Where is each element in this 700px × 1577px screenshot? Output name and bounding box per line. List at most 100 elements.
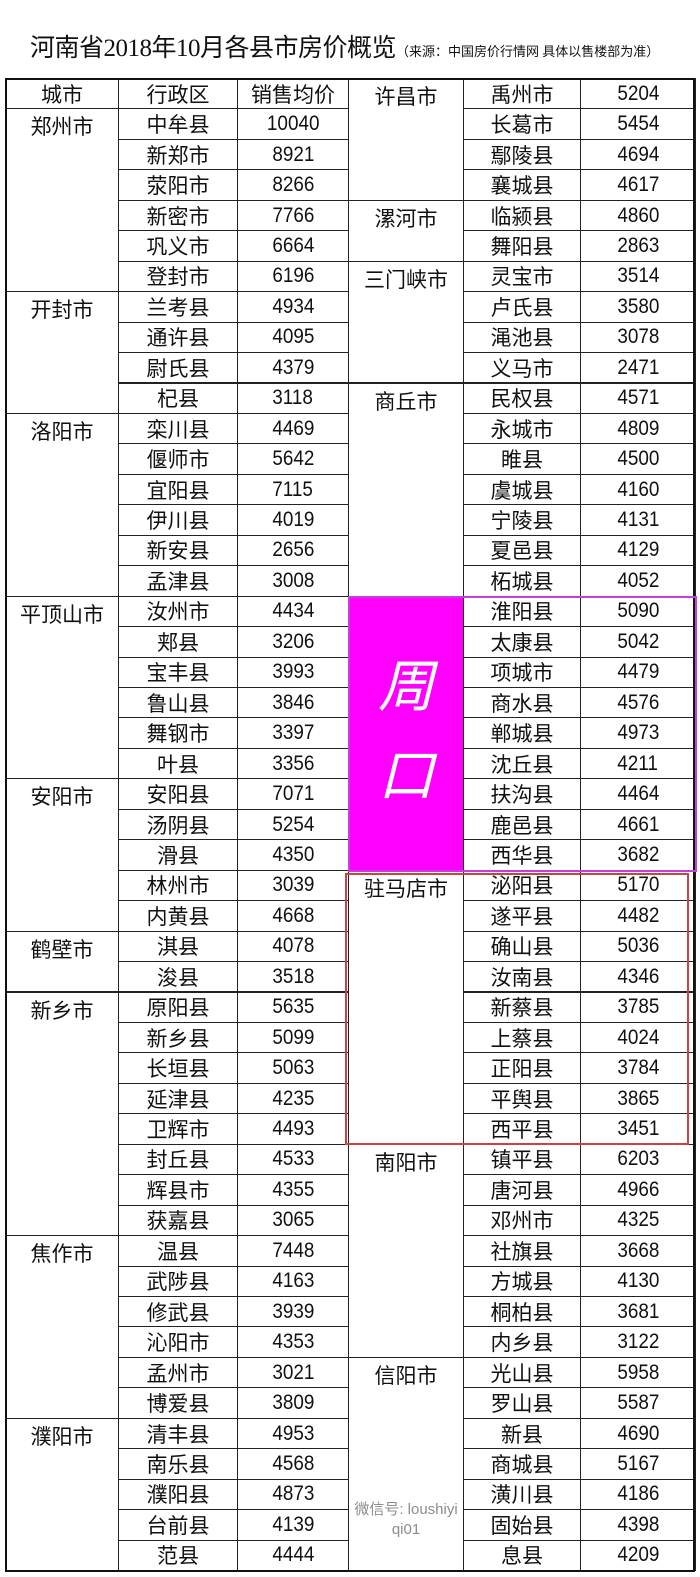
price-cell: 4325 <box>580 1204 696 1237</box>
price-cell: 4966 <box>580 1174 696 1206</box>
price-value: 4024 <box>616 1025 660 1049</box>
city-cell: 开封市 <box>5 291 119 414</box>
price-cell: 4617 <box>580 169 696 201</box>
district-cell: 博爱县 <box>118 1387 238 1419</box>
price-value: 4576 <box>616 690 660 714</box>
price-value: 3122 <box>616 1330 660 1354</box>
district-cell: 尉氏县 <box>118 352 238 384</box>
price-cell: 3846 <box>237 687 349 719</box>
district-cell: 新蔡县 <box>463 991 581 1023</box>
price-value: 3008 <box>271 568 315 592</box>
district-cell: 新郑市 <box>118 138 238 171</box>
district-cell: 获嘉县 <box>118 1204 238 1237</box>
price-value: 2471 <box>616 355 660 379</box>
price-cell: 3580 <box>580 291 696 323</box>
price-cell: 4479 <box>580 656 696 688</box>
price-cell: 4934 <box>237 291 349 323</box>
watermark: 微信号: loushiyiqi01 <box>354 1501 458 1538</box>
price-value: 4350 <box>271 842 315 866</box>
price-value: 4479 <box>616 660 660 684</box>
price-value: 5063 <box>271 1056 315 1080</box>
district-cell: 鹿邑县 <box>463 808 581 841</box>
district-cell: 武陟县 <box>118 1265 238 1297</box>
price-value: 5170 <box>616 873 660 897</box>
price-value: 4934 <box>271 294 315 318</box>
district-cell: 长垣县 <box>118 1052 238 1084</box>
price-value: 2656 <box>271 538 315 562</box>
price-cell: 4953 <box>237 1417 349 1450</box>
price-value: 4353 <box>271 1330 315 1354</box>
price-cell: 5042 <box>580 626 696 658</box>
price-value: 8921 <box>271 142 315 166</box>
district-cell: 上蔡县 <box>463 1021 581 1054</box>
district-cell: 通许县 <box>118 321 238 354</box>
district-cell: 清丰县 <box>118 1417 238 1450</box>
price-value: 4095 <box>271 325 315 349</box>
price-value: 3356 <box>271 751 315 775</box>
price-value: 4211 <box>617 751 659 775</box>
price-cell: 4078 <box>237 930 349 963</box>
price-cell: 5036 <box>580 930 696 963</box>
district-cell: 郸城县 <box>463 717 581 749</box>
price-value: 3865 <box>616 1086 660 1110</box>
price-cell: 4346 <box>580 961 696 993</box>
zhoukou-char: 周 <box>378 656 434 719</box>
price-cell: 7071 <box>237 778 349 810</box>
price-header: 销售均价 <box>237 78 349 110</box>
district-cell: 淮阳县 <box>463 595 581 628</box>
price-cell: 4694 <box>580 138 696 171</box>
district-cell: 民权县 <box>463 382 581 414</box>
price-value: 5090 <box>616 599 660 623</box>
district-cell: 叶县 <box>118 747 238 780</box>
price-value: 3451 <box>616 1117 660 1141</box>
city-header: 城市 <box>5 78 119 110</box>
price-cell: 2656 <box>237 534 349 567</box>
price-value: 4533 <box>271 1147 315 1171</box>
price-value: 7115 <box>272 477 314 501</box>
price-value: 4661 <box>616 812 660 836</box>
price-cell: 6196 <box>237 260 349 293</box>
price-value: 4617 <box>616 173 660 197</box>
price-cell: 3681 <box>580 1296 696 1328</box>
price-cell: 5063 <box>237 1052 349 1084</box>
district-cell: 封丘县 <box>118 1143 238 1176</box>
district-cell: 中牟县 <box>118 108 238 140</box>
city-cell: 驻马店市 <box>348 869 464 1145</box>
district-cell: 罗山县 <box>463 1387 581 1419</box>
price-cell: 3518 <box>237 961 349 993</box>
price-value: 4078 <box>271 934 315 958</box>
city-cell: 商丘市 <box>348 382 464 597</box>
city-cell: 洛阳市 <box>5 412 119 597</box>
district-cell: 襄城县 <box>463 169 581 201</box>
page-title: 河南省2018年10月各县市房价概览（来源：中国房价行情网 具体以售楼部为准） <box>30 28 659 64</box>
price-cell: 4019 <box>237 504 349 536</box>
district-cell: 临颍县 <box>463 199 581 232</box>
district-cell: 唐河县 <box>463 1174 581 1206</box>
price-cell: 3008 <box>237 565 349 597</box>
price-cell: 7448 <box>237 1235 349 1267</box>
price-value: 3809 <box>271 1391 315 1415</box>
price-value: 4131 <box>616 508 660 532</box>
price-cell: 4398 <box>580 1509 696 1541</box>
price-value: 3078 <box>616 325 660 349</box>
district-cell: 汝州市 <box>118 595 238 628</box>
price-value: 3681 <box>616 1299 660 1323</box>
price-cell: 4568 <box>237 1448 349 1480</box>
price-value: 4571 <box>616 386 660 410</box>
district-cell: 沁阳市 <box>118 1326 238 1358</box>
price-cell: 4469 <box>237 412 349 445</box>
district-cell: 汝南县 <box>463 961 581 993</box>
price-value: 3021 <box>271 1360 315 1384</box>
price-cell: 4355 <box>237 1174 349 1206</box>
price-value: 5036 <box>616 934 660 958</box>
price-cell: 3514 <box>580 260 696 293</box>
price-value: 4398 <box>616 1512 660 1536</box>
price-value: 3118 <box>272 386 314 410</box>
price-value: 7448 <box>271 1238 315 1262</box>
price-cell: 4500 <box>580 443 696 475</box>
price-cell: 3356 <box>237 747 349 780</box>
district-cell: 项城市 <box>463 656 581 688</box>
district-cell: 安阳县 <box>118 778 238 810</box>
district-cell: 义马市 <box>463 352 581 384</box>
district-cell: 社旗县 <box>463 1235 581 1267</box>
